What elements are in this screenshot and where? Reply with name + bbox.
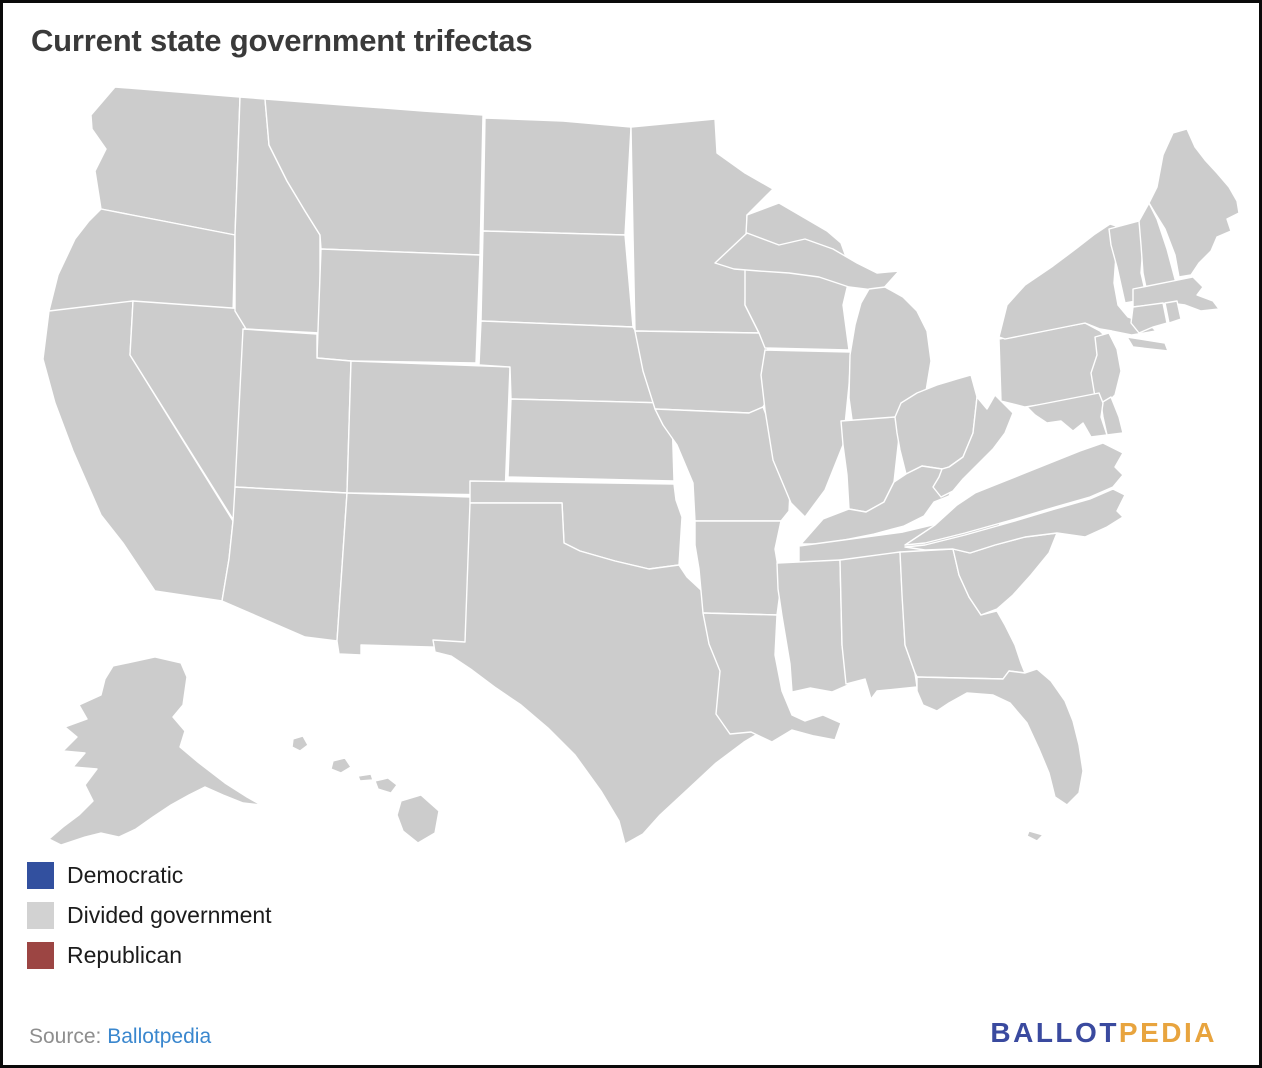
state-hawaii-maui[interactable] xyxy=(374,777,398,794)
logo-ballot: BALLOT xyxy=(990,1017,1119,1048)
state-north-carolina[interactable] xyxy=(904,488,1126,554)
state-michigan-upper[interactable] xyxy=(714,232,900,292)
state-virginia[interactable] xyxy=(904,442,1124,546)
source-prefix: Source: xyxy=(29,1025,108,1048)
legend-swatch-democratic xyxy=(27,861,54,889)
state-hawaii-molokai[interactable] xyxy=(357,773,374,782)
state-arizona[interactable] xyxy=(221,486,348,642)
state-north-dakota[interactable] xyxy=(482,117,632,236)
state-connecticut[interactable] xyxy=(1130,302,1168,334)
state-mississippi[interactable] xyxy=(776,559,849,693)
state-rhode-island[interactable] xyxy=(1164,300,1182,324)
state-new-york-long-island[interactable] xyxy=(1126,336,1169,352)
state-alaska[interactable] xyxy=(48,656,262,846)
state-texas[interactable] xyxy=(432,502,784,845)
state-maryland[interactable] xyxy=(1026,392,1108,438)
source-line: Source: Ballotpedia xyxy=(29,1025,211,1049)
state-maine[interactable] xyxy=(1148,128,1240,278)
state-west-virginia[interactable] xyxy=(932,394,1014,498)
legend-swatch-republican xyxy=(27,941,54,969)
legend-swatch-divided xyxy=(27,901,54,929)
state-hawaii-kauai[interactable] xyxy=(291,735,309,752)
state-colorado[interactable] xyxy=(346,360,511,496)
state-missouri[interactable] xyxy=(654,406,792,522)
source-link[interactable]: Ballotpedia xyxy=(107,1025,212,1048)
state-iowa[interactable] xyxy=(634,330,776,414)
state-florida-keys[interactable] xyxy=(1026,830,1044,842)
state-south-dakota[interactable] xyxy=(480,230,634,328)
legend-item-democratic: Democratic xyxy=(27,855,272,895)
state-florida[interactable] xyxy=(916,668,1084,806)
legend-label-divided: Divided government xyxy=(67,901,272,928)
state-wyoming[interactable] xyxy=(316,248,481,364)
legend-item-divided: Divided government xyxy=(27,895,272,935)
state-new-york[interactable] xyxy=(998,223,1157,340)
legend-item-republican: Republican xyxy=(27,935,272,975)
us-map xyxy=(42,86,1240,846)
page-title: Current state government trifectas xyxy=(31,23,533,58)
legend: Democratic Divided government Republican xyxy=(27,855,272,975)
ballotpedia-logo: BALLOTPEDIA xyxy=(990,1017,1217,1049)
logo-pedia: PEDIA xyxy=(1118,1017,1217,1048)
state-delaware[interactable] xyxy=(1100,396,1124,436)
legend-label-republican: Republican xyxy=(67,941,183,968)
state-kansas[interactable] xyxy=(507,398,675,482)
legend-label-democratic: Democratic xyxy=(67,861,184,888)
state-hawaii-oahu[interactable] xyxy=(330,757,352,774)
state-wisconsin[interactable] xyxy=(744,202,852,351)
state-arkansas[interactable] xyxy=(694,520,782,616)
state-new-mexico[interactable] xyxy=(336,492,472,656)
state-hawaii-big-island[interactable] xyxy=(396,794,440,844)
state-louisiana[interactable] xyxy=(702,612,842,743)
